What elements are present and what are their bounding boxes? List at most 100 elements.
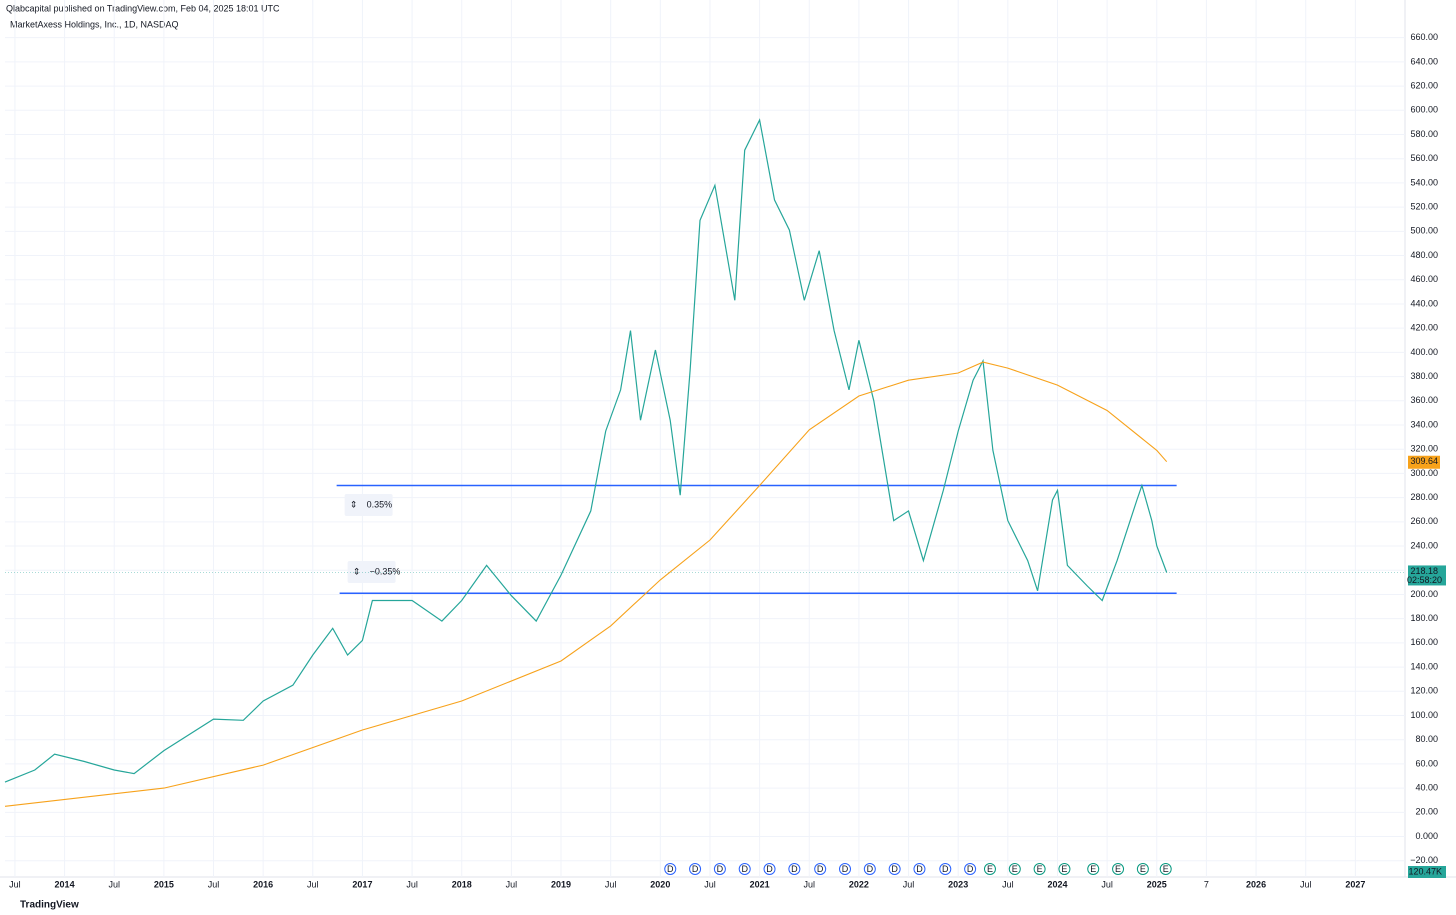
countdown: 02:58:20 bbox=[1407, 575, 1442, 585]
x-tick-label: Jul bbox=[9, 879, 21, 889]
event-marker bbox=[763, 863, 776, 875]
y-tick-label: 280.00 bbox=[1410, 492, 1438, 502]
event-marker bbox=[788, 863, 801, 875]
event-marker bbox=[1136, 863, 1149, 875]
x-tick-label: Jul bbox=[704, 879, 716, 889]
price-tag-label: 218.18 bbox=[1410, 566, 1438, 576]
y-tick-label: 320.00 bbox=[1410, 444, 1438, 454]
y-tick-label: 140.00 bbox=[1410, 661, 1438, 671]
y-tick-label: 540.00 bbox=[1410, 177, 1438, 187]
event-label: E bbox=[987, 864, 993, 874]
x-tick-label: Jul bbox=[1101, 879, 1113, 889]
volume-tag bbox=[1408, 866, 1446, 878]
y-tick-label: −20.00 bbox=[1410, 855, 1438, 865]
y-tick-label: 240.00 bbox=[1410, 540, 1438, 550]
price-line bbox=[4, 118, 1168, 783]
event-label: E bbox=[1061, 864, 1067, 874]
y-tick-label: 500.00 bbox=[1410, 226, 1438, 236]
event-marker bbox=[664, 863, 677, 875]
event-label: D bbox=[766, 864, 773, 874]
event-marker bbox=[1058, 863, 1071, 875]
x-tick-label: Jul bbox=[803, 879, 815, 889]
y-tick-label: 40.00 bbox=[1415, 782, 1438, 792]
event-marker bbox=[839, 863, 851, 875]
measure-icon: ⇕ bbox=[350, 499, 358, 509]
event-label: D bbox=[791, 864, 798, 874]
x-tick-label: Jul bbox=[406, 879, 418, 889]
ma-tag bbox=[1408, 455, 1440, 469]
y-tick-label: 560.00 bbox=[1410, 153, 1438, 163]
event-marker bbox=[738, 863, 751, 875]
event-marker bbox=[913, 863, 926, 875]
x-tick-label: Jul bbox=[605, 879, 617, 889]
y-tick-label: 300.00 bbox=[1410, 468, 1438, 478]
y-tick-label: 380.00 bbox=[1410, 371, 1438, 381]
event-label: E bbox=[1140, 864, 1146, 874]
event-marker bbox=[964, 863, 977, 875]
event-label: D bbox=[667, 864, 674, 874]
event-label: D bbox=[717, 864, 724, 874]
event-marker bbox=[1008, 863, 1021, 875]
x-tick-label: 2020 bbox=[650, 879, 670, 889]
x-tick-label: 2026 bbox=[1246, 879, 1266, 889]
measure-icon: ⇕ bbox=[353, 566, 361, 576]
event-label: D bbox=[867, 864, 874, 874]
event-label: D bbox=[967, 864, 974, 874]
y-tick-label: 580.00 bbox=[1410, 129, 1438, 139]
event-marker bbox=[939, 863, 952, 875]
x-tick-label: 7 bbox=[1204, 879, 1209, 889]
y-tick-label: 60.00 bbox=[1415, 758, 1438, 768]
measure-label: 0.35% bbox=[367, 499, 393, 509]
x-tick-label: Jul bbox=[903, 879, 915, 889]
measure-box bbox=[344, 494, 393, 516]
event-label: D bbox=[891, 864, 898, 874]
event-label: E bbox=[1163, 864, 1169, 874]
event-label: D bbox=[942, 864, 949, 874]
publisher: Qlabcapital published on TradingView.com… bbox=[6, 3, 280, 13]
event-marker bbox=[1087, 863, 1100, 875]
event-marker bbox=[983, 863, 996, 875]
x-tick-label: 2022 bbox=[849, 879, 869, 889]
y-tick-label: 520.00 bbox=[1410, 202, 1438, 212]
event-marker bbox=[689, 863, 702, 875]
y-tick-label: 120.00 bbox=[1410, 686, 1438, 696]
y-tick-label: 480.00 bbox=[1410, 250, 1438, 260]
y-tick-label: 640.00 bbox=[1410, 56, 1438, 66]
event-marker bbox=[1033, 863, 1046, 875]
volume-label: 120.47K bbox=[1408, 866, 1442, 876]
y-tick-label: 420.00 bbox=[1410, 323, 1438, 333]
x-tick-label: 2018 bbox=[452, 879, 472, 889]
y-tick-label: 660.00 bbox=[1410, 32, 1438, 42]
x-tick-label: Jul bbox=[1002, 879, 1014, 889]
x-tick-label: 2019 bbox=[551, 879, 571, 889]
y-tick-label: 440.00 bbox=[1410, 298, 1438, 308]
x-tick-label: Jul bbox=[1300, 879, 1312, 889]
y-tick-label: 20.00 bbox=[1415, 807, 1438, 817]
event-label: D bbox=[842, 864, 849, 874]
event-label: D bbox=[817, 864, 824, 874]
y-tick-label: 340.00 bbox=[1410, 419, 1438, 429]
x-tick-label: Jul bbox=[506, 879, 518, 889]
event-label: D bbox=[916, 864, 923, 874]
y-tick-label: 160.00 bbox=[1410, 637, 1438, 647]
y-tick-label: 80.00 bbox=[1415, 734, 1438, 744]
y-tick-label: 260.00 bbox=[1410, 516, 1438, 526]
x-tick-label: 2024 bbox=[1047, 879, 1067, 889]
event-label: D bbox=[741, 864, 748, 874]
event-marker bbox=[1112, 863, 1125, 875]
y-tick-label: 0.000 bbox=[1415, 831, 1438, 841]
x-tick-label: Jul bbox=[208, 879, 220, 889]
measure-label: −0.35% bbox=[370, 566, 401, 576]
x-tick-label: Jul bbox=[307, 879, 319, 889]
event-label: D bbox=[692, 864, 699, 874]
ma-tag-label: 309.64 bbox=[1410, 456, 1438, 466]
event-label: E bbox=[1115, 864, 1121, 874]
event-marker bbox=[713, 863, 726, 875]
footer: TradingView bbox=[20, 900, 79, 911]
x-tick-label: 2015 bbox=[154, 879, 174, 889]
price-tag bbox=[1408, 565, 1446, 586]
moving-average bbox=[4, 361, 1168, 807]
y-tick-label: 100.00 bbox=[1410, 710, 1438, 720]
x-tick-label: 2025 bbox=[1147, 879, 1167, 889]
